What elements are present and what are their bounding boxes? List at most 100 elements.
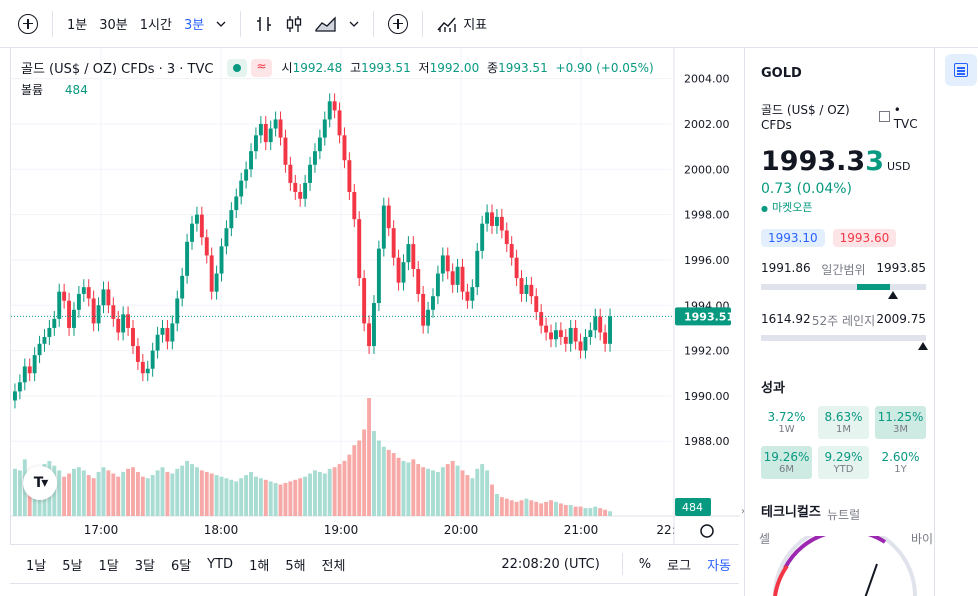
range-1m[interactable]: 1달 bbox=[98, 558, 119, 574]
percent-scale-toggle[interactable]: % bbox=[638, 556, 652, 572]
candle-style-button[interactable] bbox=[279, 10, 309, 38]
volume-bar bbox=[416, 464, 421, 516]
volume-bar bbox=[362, 429, 367, 516]
wave-badge[interactable]: ≈ bbox=[251, 58, 272, 77]
tradingview-logo[interactable]: T▾ bbox=[23, 466, 57, 500]
candle-body bbox=[165, 327, 170, 342]
volume-bar bbox=[490, 484, 494, 516]
volume-bar bbox=[170, 473, 175, 516]
panel-collapse-handle[interactable]: › bbox=[739, 500, 747, 522]
compare-button[interactable] bbox=[382, 10, 414, 38]
indicators-label: 지표 bbox=[463, 18, 488, 33]
bar-style-button[interactable] bbox=[249, 10, 279, 38]
candle-body bbox=[239, 180, 244, 197]
volume-bar bbox=[573, 506, 578, 516]
interval-1min[interactable]: 1분 bbox=[67, 18, 88, 33]
volume-bar bbox=[514, 501, 519, 516]
candle-body bbox=[303, 182, 308, 199]
volume-bar bbox=[406, 462, 411, 516]
candle-body bbox=[603, 332, 608, 344]
volume-bar bbox=[165, 471, 170, 516]
log-scale-toggle[interactable]: 로그 bbox=[667, 558, 692, 574]
candle-body bbox=[37, 343, 42, 356]
perf-cell-1y[interactable]: 2.60% 1Y bbox=[875, 446, 926, 479]
symbol-description: 골드 (US$ / OZ) CFDs bbox=[761, 103, 850, 132]
auto-scale-toggle[interactable]: 자동 bbox=[707, 558, 731, 574]
volume-bar bbox=[229, 479, 234, 516]
perf-cell-3m[interactable]: 11.25% 3M bbox=[875, 406, 926, 439]
symbol-search-button[interactable] bbox=[12, 10, 44, 38]
candle-body bbox=[435, 273, 440, 297]
volume-bar bbox=[263, 479, 268, 516]
volume-bar bbox=[298, 478, 303, 516]
volume-bar bbox=[494, 493, 499, 516]
volume-label: 볼륨 bbox=[21, 83, 44, 97]
candle-body bbox=[22, 366, 27, 383]
panel-symbol[interactable]: GOLD bbox=[761, 66, 802, 81]
volume-bar bbox=[234, 481, 239, 516]
top-toolbar: 1분 30분 1시간 3분 지표 bbox=[0, 0, 978, 48]
perf-value: 11.25% bbox=[877, 410, 924, 424]
perf-cell-1m[interactable]: 8.63% 1M bbox=[818, 406, 869, 439]
range-5y[interactable]: 5해 bbox=[285, 558, 306, 574]
market-open-badge[interactable] bbox=[227, 58, 248, 77]
last-volume-tag bbox=[675, 498, 711, 516]
chart-pane[interactable]: 2004.00 2002.00 2000.00 1998.00 1996.00 1994.… bbox=[10, 48, 740, 544]
range-1d[interactable]: 1날 bbox=[26, 558, 47, 574]
volume-bar bbox=[563, 504, 568, 516]
interval-1hour[interactable]: 1시간 bbox=[139, 18, 172, 33]
interval-30min[interactable]: 30분 bbox=[99, 18, 128, 33]
candle-body bbox=[401, 262, 406, 283]
clock-timezone[interactable]: 22:08:20 (UTC) bbox=[501, 556, 600, 572]
indicators-button[interactable]: 지표 bbox=[431, 10, 493, 38]
volume-bar bbox=[480, 464, 485, 516]
candle-body bbox=[583, 336, 588, 351]
divider bbox=[240, 10, 242, 37]
perf-value: 19.26% bbox=[763, 450, 810, 464]
panel-description: 골드 (US$ / OZ) CFDs • TVC bbox=[761, 101, 926, 133]
external-link-icon[interactable] bbox=[879, 111, 890, 122]
perf-label: 6M bbox=[779, 464, 794, 475]
exchange-label: • TVC bbox=[893, 102, 918, 131]
legend-symbol-title[interactable]: 골드 (US$ / OZ) CFDs · 3 · TVC bbox=[21, 62, 214, 77]
range-1y[interactable]: 1해 bbox=[249, 558, 270, 574]
last-volume-label: 484 bbox=[682, 501, 703, 514]
area-style-button[interactable] bbox=[309, 10, 343, 38]
volume-bar bbox=[258, 478, 263, 516]
candle-body bbox=[588, 330, 593, 337]
last-price-tag bbox=[675, 307, 731, 326]
volume-bar bbox=[180, 465, 185, 516]
y-tick-label: 1988.00 bbox=[684, 435, 730, 448]
right-sidebar bbox=[934, 48, 978, 596]
range-all[interactable]: 전체 bbox=[321, 558, 346, 574]
settings-gear-icon[interactable] bbox=[700, 524, 714, 538]
volume-bar bbox=[131, 467, 135, 516]
interval-dropdown[interactable] bbox=[210, 10, 232, 38]
volume-bar bbox=[588, 508, 593, 516]
volume-bar bbox=[558, 503, 563, 516]
candle-body bbox=[17, 382, 22, 392]
range-5d[interactable]: 5날 bbox=[62, 558, 83, 574]
bottom-toolbar: 1날 5날 1달 3달 6달 YTD 1해 5해 전체 22:08:20 (UT… bbox=[10, 544, 739, 584]
perf-cell-1w[interactable]: 3.72% 1W bbox=[761, 406, 812, 439]
volume-bar bbox=[431, 470, 435, 516]
perf-cell-6m[interactable]: 19.26% 6M bbox=[761, 446, 812, 479]
perf-value: 9.29% bbox=[824, 450, 863, 464]
range-ytd[interactable]: YTD bbox=[207, 556, 234, 572]
chart-type-dropdown[interactable] bbox=[343, 10, 365, 38]
candle-body bbox=[322, 119, 327, 138]
range-3m[interactable]: 3달 bbox=[134, 558, 155, 574]
volume-bar bbox=[499, 497, 504, 516]
range-6m[interactable]: 6달 bbox=[170, 558, 192, 574]
candle-body bbox=[101, 289, 106, 306]
interval-3min[interactable]: 3분 bbox=[183, 18, 205, 33]
candle-body bbox=[175, 298, 180, 324]
price-change: 0.73 (0.04%) bbox=[761, 181, 853, 197]
price-chart[interactable]: 2004.002002.002000.001998.001996.001994.… bbox=[11, 48, 740, 544]
volume-bar bbox=[91, 478, 96, 516]
watchlist-button[interactable] bbox=[945, 54, 977, 86]
volume-bar bbox=[381, 446, 386, 516]
candle-body bbox=[219, 246, 224, 274]
legend-ohlc: 시1992.48 고1993.51 저1992.00 종1993.51 +0.9… bbox=[282, 59, 658, 76]
perf-cell-ytd[interactable]: 9.29% YTD bbox=[818, 446, 869, 479]
